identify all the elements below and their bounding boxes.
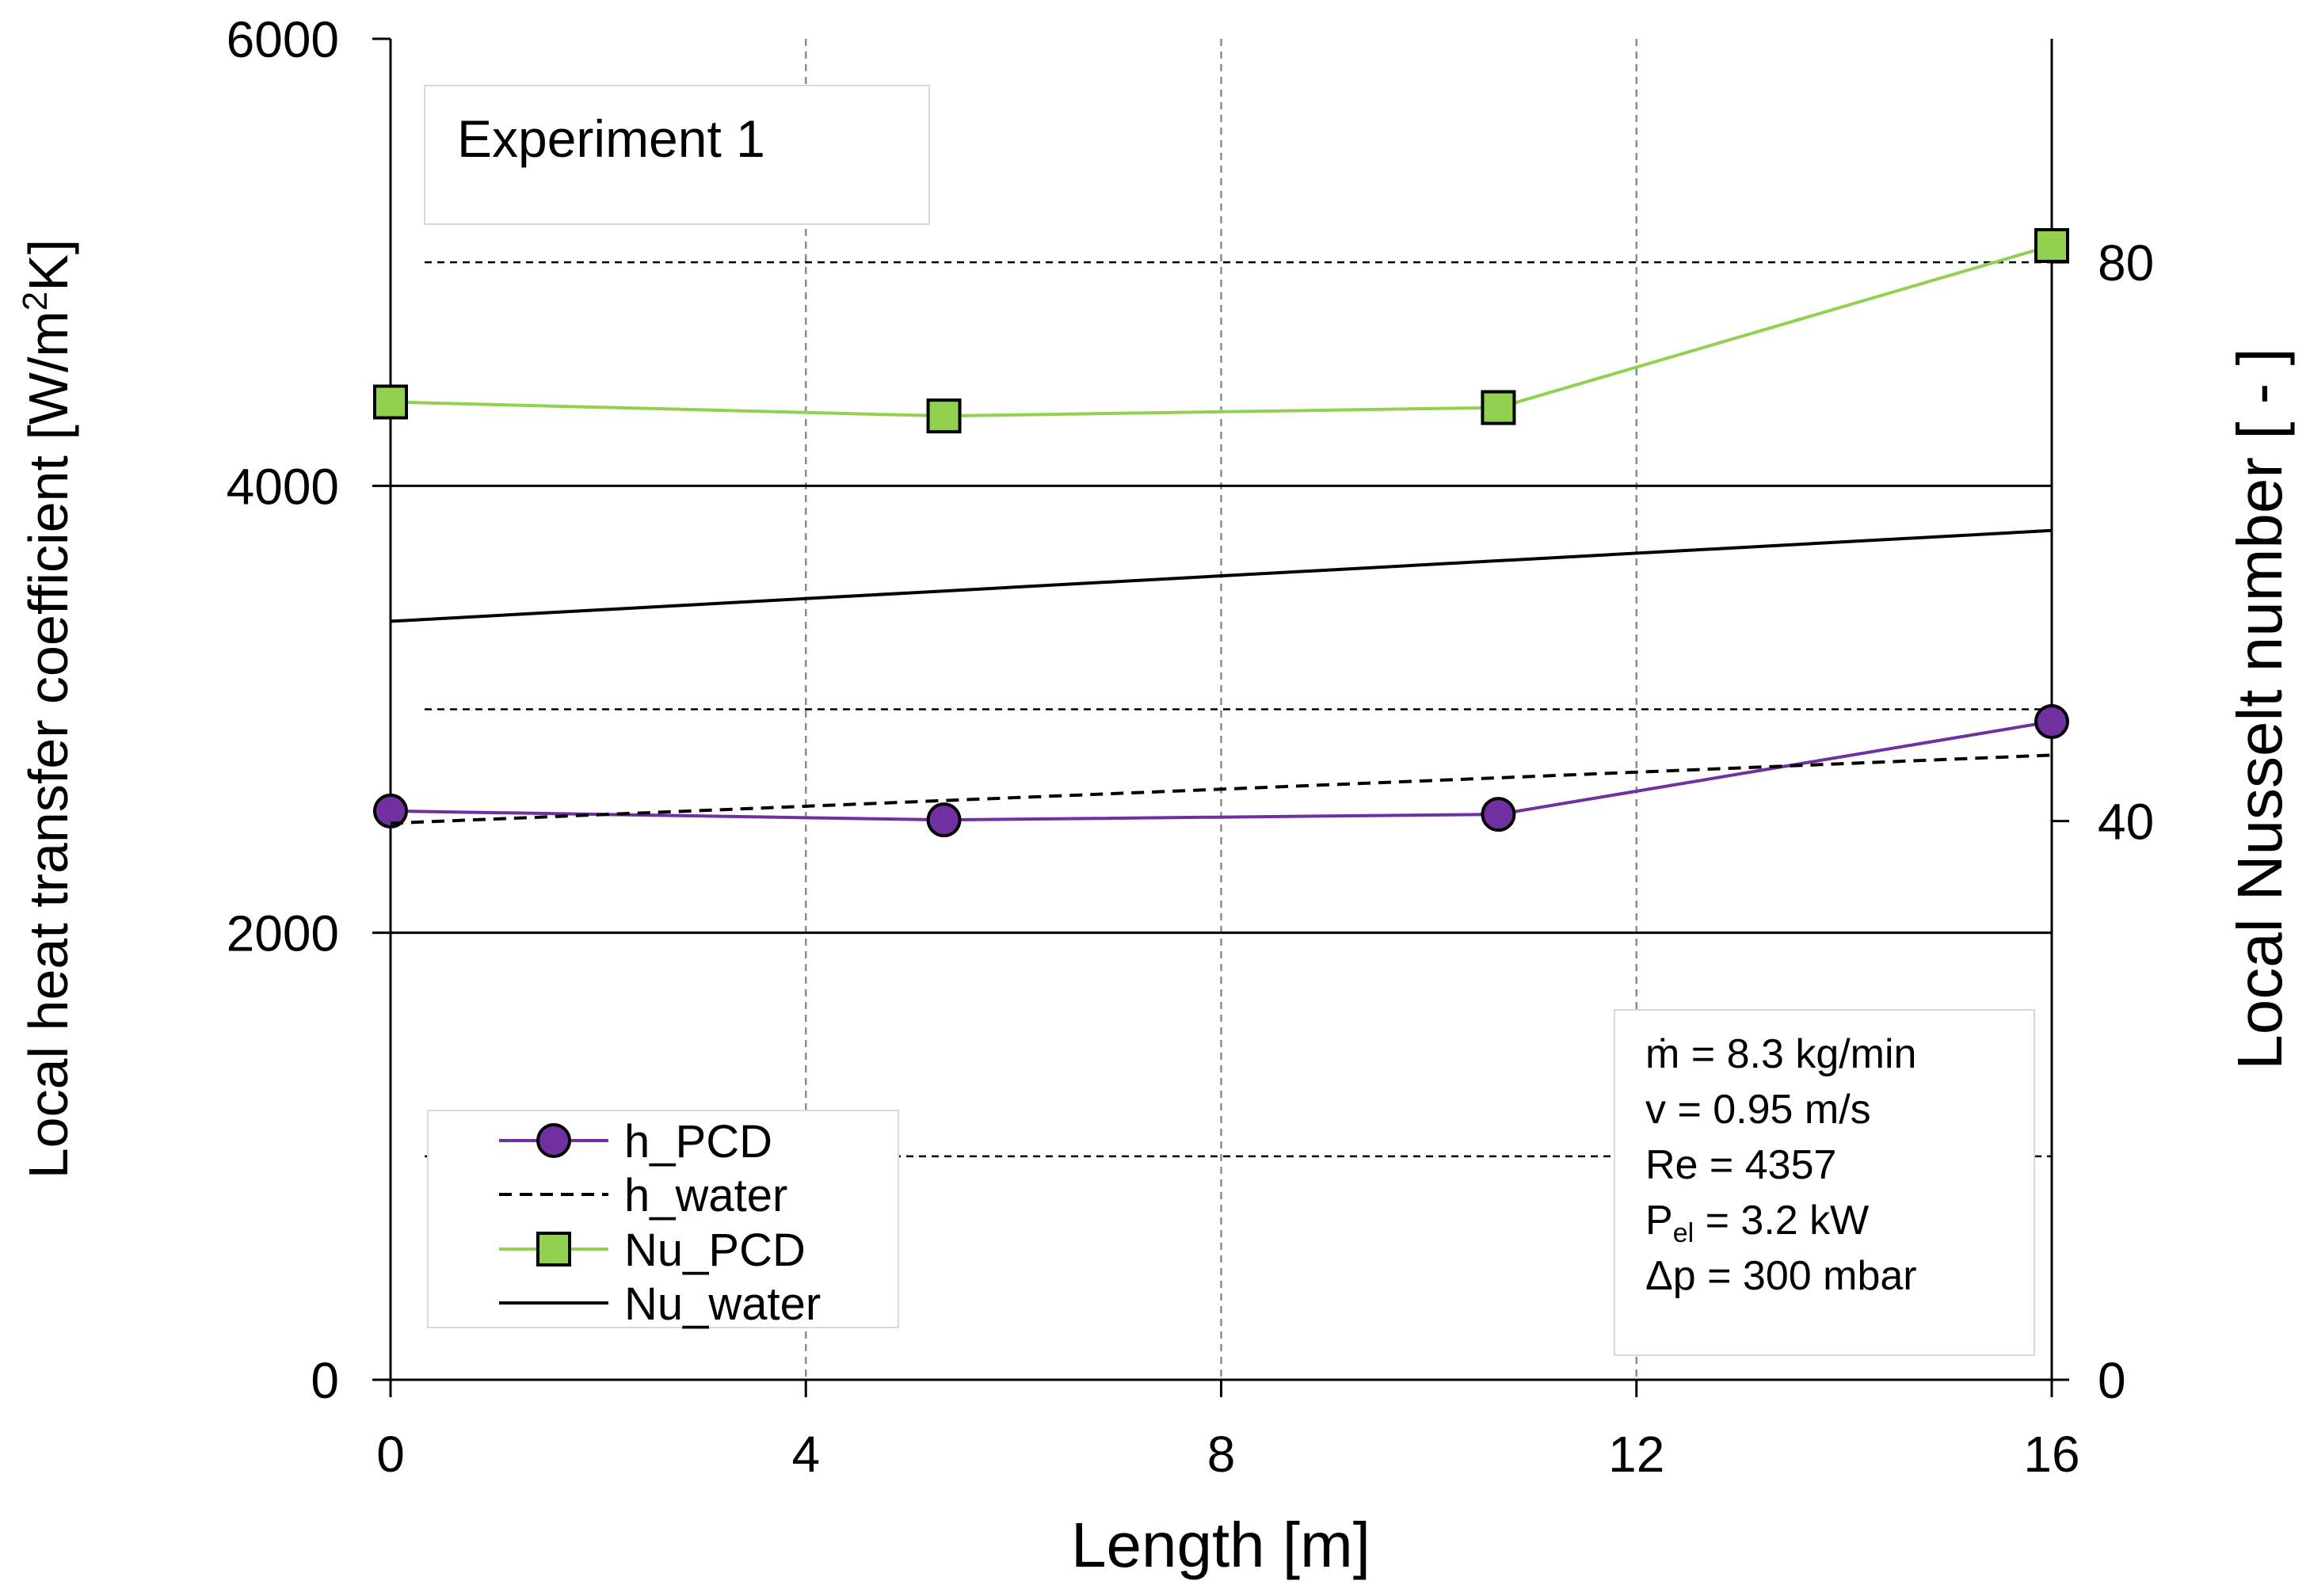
y-left-tick-label: 6000 <box>227 11 339 68</box>
data-point <box>373 384 408 420</box>
x-tick-label: 0 <box>376 1426 405 1483</box>
data-point <box>2034 704 2069 740</box>
data-point <box>926 398 962 434</box>
series-h-water <box>390 753 2053 825</box>
mass-flow-text: ṁ = 8.3 kg/min <box>1645 1031 1916 1077</box>
legend-entry: Nu_PCD <box>499 1225 806 1276</box>
series-group <box>373 228 2069 838</box>
y-left-tick-label: 2000 <box>227 905 339 962</box>
x-axis-title: Length [m] <box>1071 1510 1370 1580</box>
conditions-box: ṁ = 8.3 kg/min v = 0.95 m/s Re = 4357 Pe… <box>1614 1009 2035 1356</box>
reynolds-text: Re = 4357 <box>1645 1142 1836 1188</box>
series-nu-pcd <box>373 228 2069 434</box>
legend-entry: h_PCD <box>499 1116 772 1167</box>
y-right-tick-label: 80 <box>2098 234 2154 291</box>
y-left-tick-label: 0 <box>311 1352 339 1409</box>
legend-marker <box>536 1123 571 1158</box>
x-tick-label: 16 <box>2023 1426 2079 1483</box>
series-line <box>390 244 2053 418</box>
experiment-label-box: Experiment 1 <box>424 85 930 225</box>
data-point <box>1481 390 1516 425</box>
y-left-tick-label: 4000 <box>227 458 339 515</box>
x-tick-label: 12 <box>1608 1426 1664 1483</box>
legend-label: Nu_PCD <box>624 1225 806 1276</box>
series-nu-water <box>390 528 2053 623</box>
data-point <box>926 802 962 838</box>
y-right-axis-title: Local Nusselt number [ - ] <box>2224 348 2295 1069</box>
data-point <box>1481 797 1516 832</box>
y-right-tick-label: 40 <box>2098 794 2154 851</box>
series-line <box>390 753 2053 825</box>
data-point <box>373 793 408 828</box>
power-text: Pel = 3.2 kW <box>1645 1198 1869 1248</box>
legend-entry: Nu_water <box>499 1278 821 1330</box>
legend-label: h_water <box>624 1170 787 1221</box>
series-line <box>390 528 2053 623</box>
x-tick-label: 4 <box>791 1426 820 1483</box>
legend-marker <box>536 1232 571 1267</box>
y-right-tick-label: 0 <box>2098 1352 2126 1409</box>
experiment-label: Experiment 1 <box>457 109 765 168</box>
data-point <box>2034 228 2069 264</box>
x-tick-label: 8 <box>1207 1426 1236 1483</box>
legend-entry: h_water <box>499 1170 787 1221</box>
legend-label: h_PCD <box>624 1116 772 1167</box>
pressure-drop-text: Δp = 300 mbar <box>1645 1253 1917 1299</box>
y-left-axis-title: Local heat transfer coefficient [W/m2K] <box>16 239 79 1179</box>
legend-label: Nu_water <box>624 1278 821 1330</box>
ticks: 0 4 8 12 16 0 2000 4000 6000 0 40 80 <box>227 11 2155 1483</box>
velocity-text: v = 0.95 m/s <box>1645 1087 1871 1133</box>
